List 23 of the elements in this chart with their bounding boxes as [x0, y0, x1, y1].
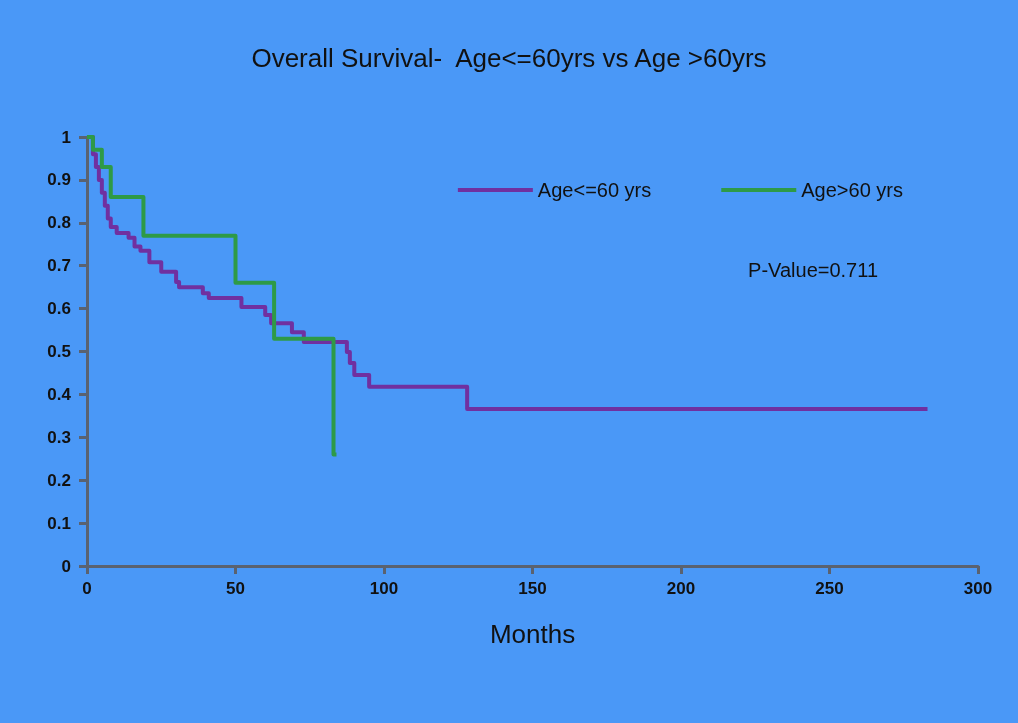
y-tick-label: 0.4	[47, 384, 72, 404]
y-tick-label: 0.9	[47, 170, 71, 190]
x-tick-label: 150	[518, 579, 547, 598]
x-tick-label: 200	[666, 579, 696, 598]
y-tick-label: 0.2	[47, 470, 71, 490]
x-tick-label: 100	[369, 579, 399, 598]
y-tick-label: 0.3	[47, 427, 71, 447]
chart-title: Overall Survival- Age<=60yrs vs Age >60yrs	[251, 43, 767, 73]
x-tick-label: 250	[815, 579, 844, 598]
legend-label: Age<=60 yrs	[537, 179, 652, 201]
y-tick-label: 0.1	[47, 513, 71, 533]
y-tick-label: 0.5	[47, 342, 71, 361]
x-tick-label: 50	[226, 579, 245, 598]
y-tick-label: 0.8	[47, 213, 71, 233]
y-tick-label: 0.7	[47, 256, 71, 276]
legend-label: Age>60 yrs	[801, 179, 904, 201]
y-tick-label: 1	[61, 127, 71, 147]
y-tick-label: 0	[61, 556, 71, 576]
y-tick-label: 0.6	[47, 299, 71, 319]
x-tick-label: 300	[963, 579, 993, 598]
x-tick-label: 0	[82, 579, 92, 598]
annotation: P-Value=0.711	[748, 259, 879, 281]
x-axis-title: Months	[489, 619, 576, 649]
